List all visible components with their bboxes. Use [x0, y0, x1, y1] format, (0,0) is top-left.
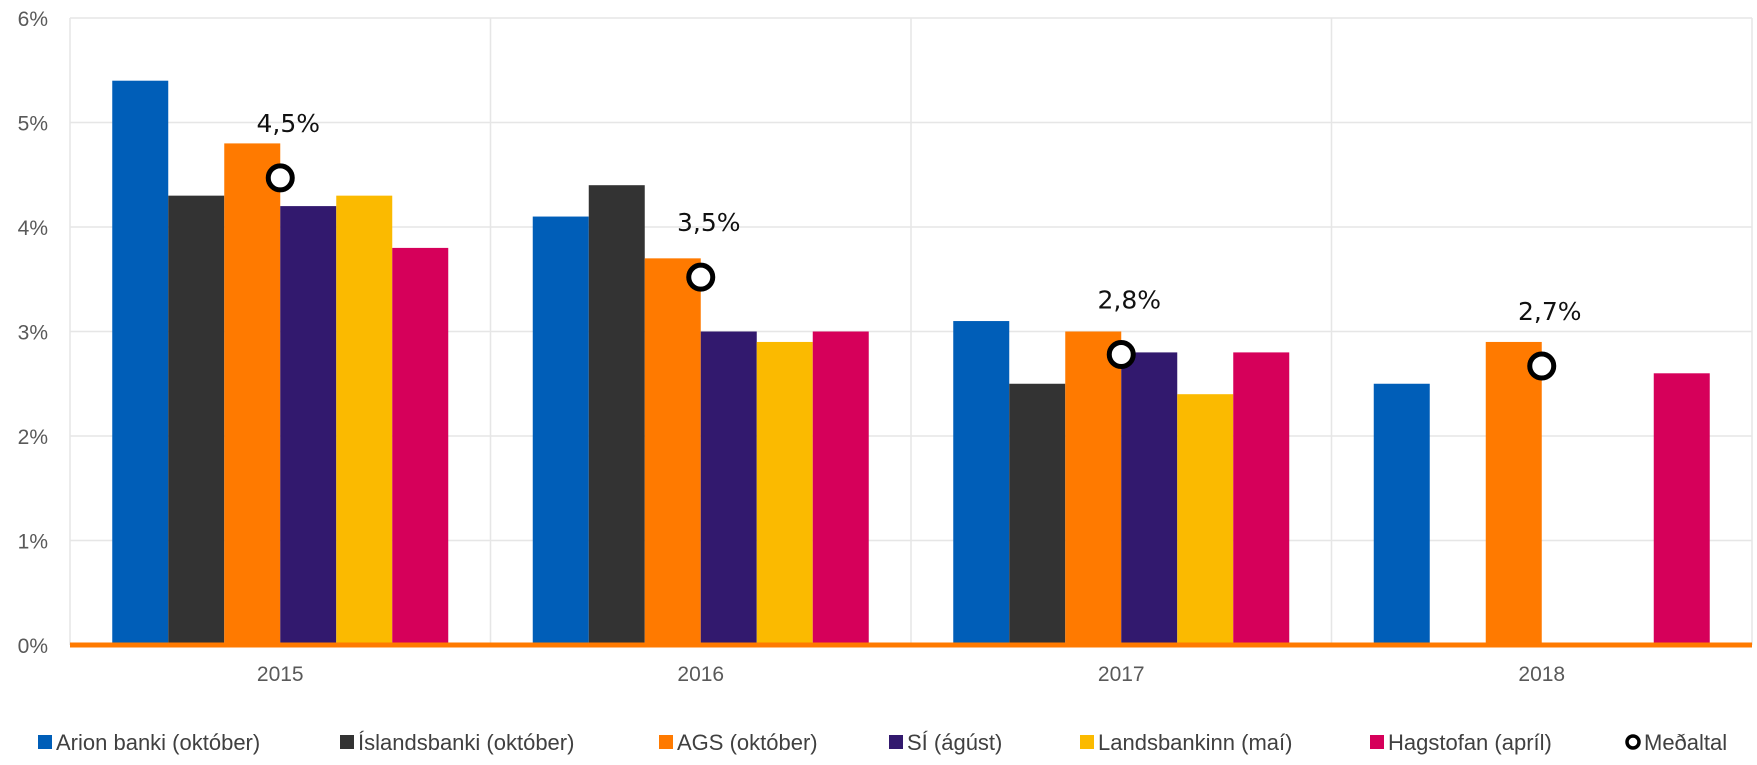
legend-item: AGS (október): [659, 730, 818, 755]
legend-label: Íslandsbanki (október): [358, 730, 574, 755]
bar: [336, 195, 393, 645]
bar: [224, 143, 281, 645]
legend: Arion banki (október) Íslandsbanki (októb…: [38, 730, 1727, 755]
y-tick-label: 2%: [18, 426, 48, 449]
average-data-label: 4,5%: [256, 109, 320, 138]
x-tick-label: 2016: [677, 663, 724, 686]
legend-swatch: [38, 735, 52, 749]
average-data-label: 2,8%: [1097, 285, 1161, 314]
bar: [1009, 383, 1066, 645]
y-tick-label: 1%: [18, 531, 48, 554]
bar: [756, 341, 813, 645]
bar: [112, 80, 169, 645]
bar: [1177, 394, 1234, 645]
average-data-label: 2,7%: [1518, 297, 1582, 326]
legend-swatch: [889, 735, 903, 749]
bar: [1373, 383, 1430, 645]
bar: [392, 247, 449, 645]
bar: [1065, 331, 1122, 645]
x-tick-label: 2018: [1518, 663, 1565, 686]
bar: [1233, 352, 1290, 645]
bar: [700, 331, 757, 645]
legend-item: Arion banki (október): [38, 730, 260, 755]
legend-item: Landsbankinn (maí): [1080, 730, 1292, 755]
average-marker: [686, 262, 716, 292]
y-tick-label: 5%: [18, 113, 48, 136]
legend-item: Íslandsbanki (október): [340, 730, 574, 755]
legend-label: AGS (október): [677, 730, 818, 755]
average-markers: 4,5% 3,5% 2,8% 2,7%: [256, 109, 1582, 381]
legend-label: Hagstofan (apríl): [1388, 730, 1552, 755]
x-tick-label: 2017: [1098, 663, 1145, 686]
legend-swatch: [1080, 735, 1094, 749]
legend-swatch: [340, 735, 354, 749]
legend-item: Hagstofan (apríl): [1370, 730, 1552, 755]
bar: [1121, 352, 1178, 645]
x-axis-tick-labels: 2015 2016 2017 2018: [257, 663, 1565, 686]
legend-swatch: [1370, 735, 1384, 749]
average-data-label: 3,5%: [677, 208, 741, 237]
average-marker: [1527, 351, 1557, 381]
legend-label: Arion banki (október): [56, 730, 260, 755]
bar: [1653, 373, 1710, 645]
y-tick-label: 4%: [18, 217, 48, 240]
bar: [532, 216, 589, 646]
y-axis-tick-labels: 0% 1% 2% 3% 4% 5% 6%: [18, 8, 48, 658]
bar: [953, 321, 1010, 645]
legend-marker: [1625, 734, 1641, 750]
legend-item: SÍ (ágúst): [889, 730, 1002, 755]
bar: [812, 331, 869, 645]
y-tick-label: 3%: [18, 322, 48, 345]
bar-series: [112, 80, 1710, 646]
legend-label: Landsbankinn (maí): [1098, 730, 1292, 755]
bar: [1485, 341, 1542, 645]
bar: [280, 206, 337, 645]
legend-label: SÍ (ágúst): [907, 730, 1002, 755]
legend-item: Meðaltal: [1625, 730, 1727, 755]
y-tick-label: 6%: [18, 8, 48, 31]
legend-swatch: [659, 735, 673, 749]
bar: [588, 185, 645, 645]
x-tick-label: 2015: [257, 663, 304, 686]
legend-label: Meðaltal: [1644, 730, 1727, 755]
average-marker: [1106, 339, 1136, 369]
average-marker: [265, 163, 295, 193]
y-tick-label: 0%: [18, 635, 48, 658]
bar: [168, 195, 225, 645]
bar: [644, 258, 701, 645]
